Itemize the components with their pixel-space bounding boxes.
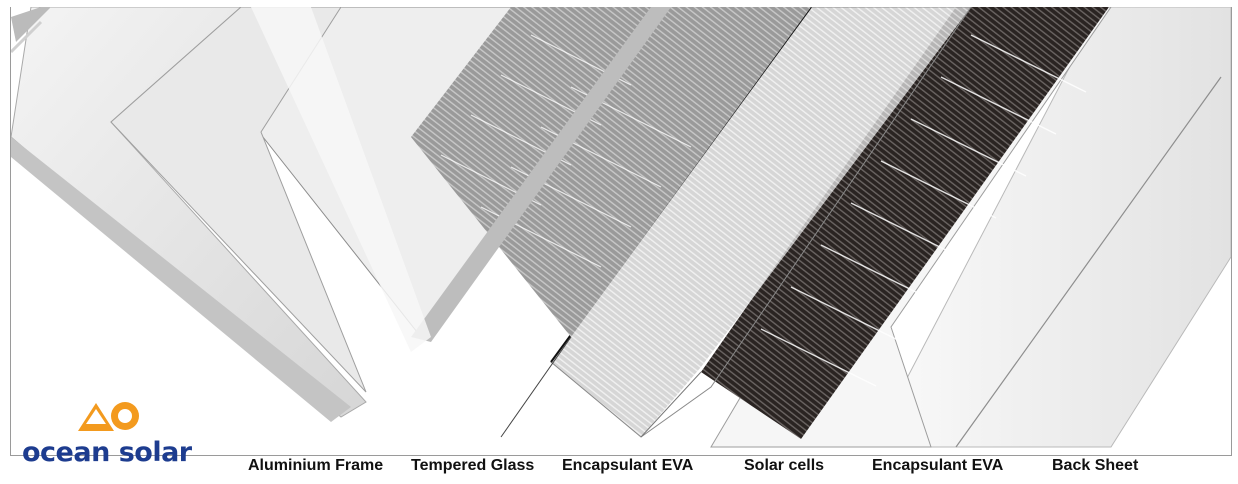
brand-name: ocean solar <box>22 437 192 468</box>
exploded-panel-illustration <box>10 7 1232 456</box>
caption-aluminium-frame: Aluminium Frame <box>248 457 384 474</box>
caption-solar-cells: Solar cells <box>744 457 825 474</box>
caption-encapsulant-eva-front: Encapsulant EVA <box>562 457 694 474</box>
caption-back-sheet: Back Sheet <box>1052 457 1139 474</box>
solar-cells-layer <box>701 7 1109 439</box>
caption-encapsulant-eva-rear: Encapsulant EVA <box>872 457 1004 474</box>
ocean-solar-logo <box>78 402 139 431</box>
aluminium-frame-layer <box>11 7 431 422</box>
caption-tempered-glass: Tempered Glass <box>411 457 535 474</box>
back-sheet-layer <box>870 7 1231 448</box>
panel-layers-graphic <box>11 7 1231 448</box>
sun-mountain-icon <box>78 402 139 431</box>
tempered-glass-layer <box>258 7 811 438</box>
